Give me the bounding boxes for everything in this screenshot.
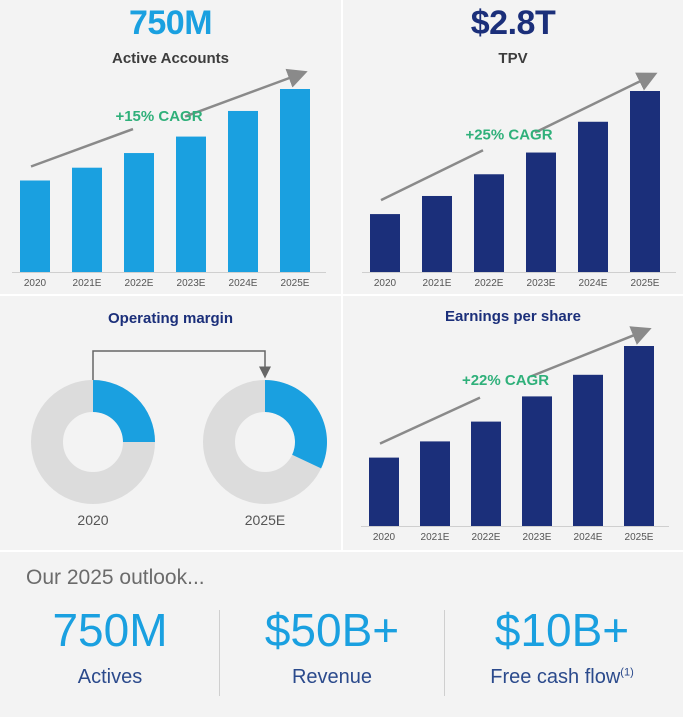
tick-label-2025e: 2025E xyxy=(625,532,654,543)
tick-label-2020: 2020 xyxy=(24,278,47,289)
active-accounts-panel: 750M Active Accounts 2020 2021E 2022E 2023E… xyxy=(0,0,341,294)
bar-2025e xyxy=(630,91,660,272)
outlook-section: Our 2025 outlook... 750M Actives $50B+ R… xyxy=(0,552,683,717)
tick-label-2022e: 2022E xyxy=(125,278,154,289)
outlook-fcf-value: $10B+ xyxy=(494,604,630,656)
trend-line xyxy=(380,149,484,202)
bar-2025e xyxy=(280,89,310,272)
tick-label-2023e: 2023E xyxy=(527,278,556,289)
outlook-revenue-value: $50B+ xyxy=(264,604,400,656)
eps-panel: Earnings per share 2020 2021E 2022E 2023E 20… xyxy=(343,296,683,550)
tick-label-2022e: 2022E xyxy=(475,278,504,289)
outlook-fcf-label-text: Free cash flow xyxy=(490,666,621,688)
donut-label-2020: 2020 xyxy=(77,512,109,528)
bar-2023e xyxy=(522,396,552,526)
trend-arrow xyxy=(530,326,652,378)
trend-line xyxy=(30,127,134,168)
accounts-headline: 750M xyxy=(128,4,213,42)
outlook-divider xyxy=(444,610,445,696)
connector-arrow xyxy=(92,350,271,380)
outlook-divider xyxy=(219,610,220,696)
tick-label-2020: 2020 xyxy=(373,532,396,543)
tpv-subtitle: TPV xyxy=(498,50,528,67)
donut-slice-2020 xyxy=(93,380,155,442)
bar-2024e xyxy=(228,110,258,273)
eps-bar-chart: 2020 2021E 2022E 2023E 2024E 2025E +22% CAGR xyxy=(361,326,669,543)
trend-arrow xyxy=(534,72,658,134)
bar-2025e xyxy=(624,346,654,526)
outlook-fcf-label: Free cash flow(1) xyxy=(452,666,672,689)
bar-2022e xyxy=(474,174,504,272)
operating-margin-donuts xyxy=(31,350,327,504)
bar-2020 xyxy=(20,180,50,272)
tick-label-2020: 2020 xyxy=(374,278,397,289)
tick-label-2021e: 2021E xyxy=(421,532,450,543)
donut-label-2025e: 2025E xyxy=(244,512,286,528)
tpv-bar-chart: 2020 2021E 2022E 2023E 2024E 2025E +25% CAGR xyxy=(362,72,676,289)
outlook-revenue: $50B+ Revenue xyxy=(222,602,442,689)
tick-label-2025e: 2025E xyxy=(631,278,660,289)
tpv-headline: $2.8T xyxy=(470,4,556,42)
outlook-fcf-footnote: (1) xyxy=(620,666,634,679)
bar-2020 xyxy=(369,457,399,526)
outlook-actives: 750M Actives xyxy=(0,602,220,689)
bar-2023e xyxy=(526,152,556,272)
trend-line xyxy=(379,396,481,445)
bar-2020 xyxy=(370,214,400,272)
tick-label-2024e: 2024E xyxy=(579,278,608,289)
trend-arrow xyxy=(184,68,308,118)
tpv-panel: $2.8T TPV 2020 2021E 2022E 2023E 2024E 2025E +… xyxy=(343,0,683,294)
bar-2023e xyxy=(176,136,206,272)
bar-2021e xyxy=(72,167,102,272)
tick-label-2021e: 2021E xyxy=(423,278,452,289)
outlook-revenue-label: Revenue xyxy=(291,666,373,688)
tick-label-2025e: 2025E xyxy=(281,278,310,289)
operating-margin-panel: Operating margin 2020 2025E xyxy=(0,296,341,550)
tick-label-2021e: 2021E xyxy=(73,278,102,289)
cagr-label: +15% CAGR xyxy=(115,108,202,125)
cagr-label: +25% CAGR xyxy=(465,126,552,143)
bar-2021e xyxy=(420,441,450,526)
accounts-subtitle: Active Accounts xyxy=(112,50,229,67)
accounts-bar-chart: 2020 2021E 2022E 2023E 2024E 2025E +15% CAGR xyxy=(12,68,326,289)
outlook-actives-value: 750M xyxy=(52,604,168,656)
cagr-label: +22% CAGR xyxy=(462,372,549,389)
bar-2022e xyxy=(471,421,501,526)
bar-2024e xyxy=(578,121,608,273)
tick-label-2023e: 2023E xyxy=(177,278,206,289)
tick-label-2023e: 2023E xyxy=(523,532,552,543)
outlook-fcf: $10B+ Free cash flow(1) xyxy=(452,602,672,689)
eps-title: Earnings per share xyxy=(445,308,581,325)
outlook-heading: Our 2025 outlook... xyxy=(26,566,205,589)
tick-label-2024e: 2024E xyxy=(574,532,603,543)
tick-label-2024e: 2024E xyxy=(229,278,258,289)
bar-2024e xyxy=(573,374,603,526)
operating-margin-title: Operating margin xyxy=(107,310,234,327)
donut-slice-2025e xyxy=(265,380,327,469)
bar-2022e xyxy=(124,153,154,272)
bar-2021e xyxy=(422,195,452,272)
tick-label-2022e: 2022E xyxy=(472,532,501,543)
outlook-actives-label: Actives xyxy=(77,666,143,688)
